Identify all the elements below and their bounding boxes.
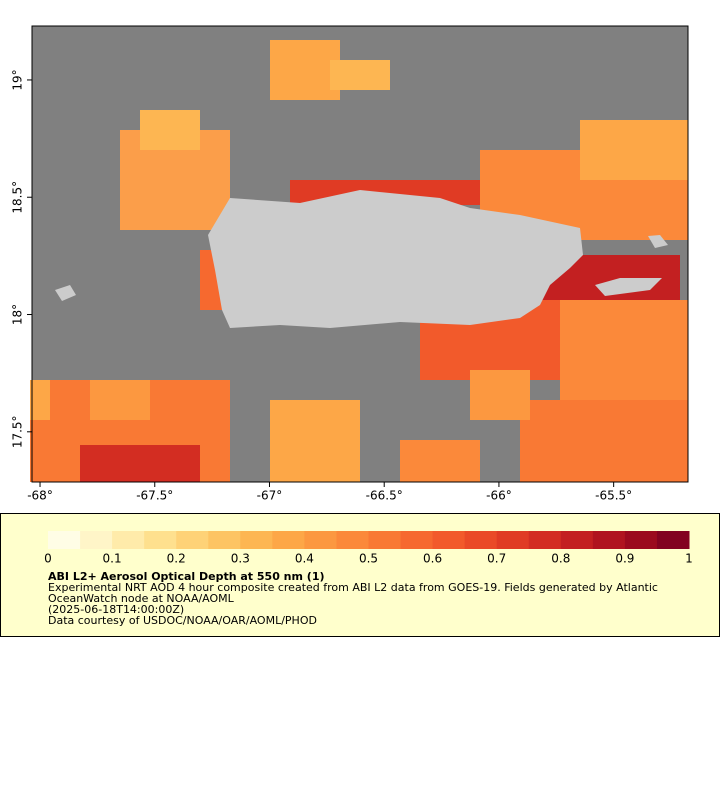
colorbar-segment (80, 531, 113, 549)
colorbar: 0 0.1 0.2 0.3 0.4 0.5 0.6 0.7 0.8 0.9 1 (44, 531, 693, 566)
y-tick-label: 17.5° (11, 415, 25, 448)
aod-patch (90, 380, 150, 420)
colorbar-tick-label: 0.4 (295, 552, 314, 566)
colorbar-segment (368, 531, 402, 549)
legend-line: Data courtesy of USDOC/NOAA/OAR/AOML/PHO… (48, 614, 317, 627)
colorbar-segment (176, 531, 209, 549)
aod-field (30, 40, 688, 482)
y-tick-label: 18.5° (11, 181, 25, 214)
colorbar-tick-label: 0.8 (551, 552, 570, 566)
aod-patch (330, 60, 390, 90)
colorbar-tick-label: 0.6 (423, 552, 442, 566)
legend-title: ABI L2+ Aerosol Optical Depth at 550 nm … (48, 570, 325, 583)
vieques (595, 278, 662, 296)
x-tick-label: -68° (27, 489, 53, 503)
legend-line: (2025-06-18T14:00:00Z) (48, 603, 185, 616)
map: -68° -67.5° -67° -66.5° -66° -65.5° 17.5° 18° 18… (11, 25, 689, 503)
x-tick-label: -67.5° (136, 489, 173, 503)
aod-patch (140, 110, 200, 150)
mona-island (55, 285, 76, 301)
y-tick-label: 18° (11, 304, 25, 325)
legend-line: Experimental NRT AOD 4 hour composite cr… (48, 581, 658, 594)
aod-patch (270, 40, 340, 100)
colorbar-segment (48, 531, 81, 549)
aod-patch (80, 445, 200, 482)
colorbar-segment (432, 531, 466, 549)
colorbar-segment (592, 531, 626, 549)
colorbar-segment (272, 531, 305, 549)
colorbar-segment (560, 531, 594, 549)
map-frame (31, 25, 689, 483)
colorbar-segment (112, 531, 145, 549)
colorbar-tick-label: 0.7 (487, 552, 506, 566)
aod-patch (30, 380, 50, 420)
colorbar-segment (496, 531, 530, 549)
colorbar-segment (464, 531, 498, 549)
legend: 0 0.1 0.2 0.3 0.4 0.5 0.6 0.7 0.8 0.9 1 ABI L2+ Ae… (0, 513, 720, 637)
y-tick-label: 19° (11, 69, 25, 90)
colorbar-segment (400, 531, 434, 549)
x-tick-label: -67° (257, 489, 283, 503)
colorbar-tick-label: 0.5 (359, 552, 378, 566)
colorbar-tick-label: 0.1 (103, 552, 122, 566)
colorbar-segment (208, 531, 241, 549)
legend-text: ABI L2+ Aerosol Optical Depth at 550 nm … (48, 571, 658, 626)
colorbar-tick-label: 0 (44, 552, 52, 566)
colorbar-segment (304, 531, 337, 549)
aod-patch (580, 120, 688, 180)
colorbar-tick-label: 1 (685, 552, 693, 566)
colorbar-segment (144, 531, 177, 549)
culebra (648, 235, 668, 248)
aod-patch (400, 440, 480, 482)
colorbar-segment (528, 531, 562, 549)
colorbar-segment (336, 531, 369, 549)
colorbar-tick-label: 0.2 (167, 552, 186, 566)
aod-patch (470, 370, 530, 420)
colorbar-tick-label: 0.3 (231, 552, 250, 566)
aod-patch (560, 300, 688, 400)
aod-patch (520, 400, 688, 482)
legend-line: OceanWatch node at NOAA/AOML (48, 592, 234, 605)
aod-patch (270, 400, 360, 482)
colorbar-segment (624, 531, 658, 549)
colorbar-segment (240, 531, 273, 549)
x-tick-label: -66.5° (366, 489, 403, 503)
x-tick-label: -66° (486, 489, 512, 503)
colorbar-segment (656, 531, 690, 549)
colorbar-tick-label: 0.9 (615, 552, 634, 566)
x-tick-label: -65.5° (595, 489, 632, 503)
puerto-rico (208, 190, 583, 328)
